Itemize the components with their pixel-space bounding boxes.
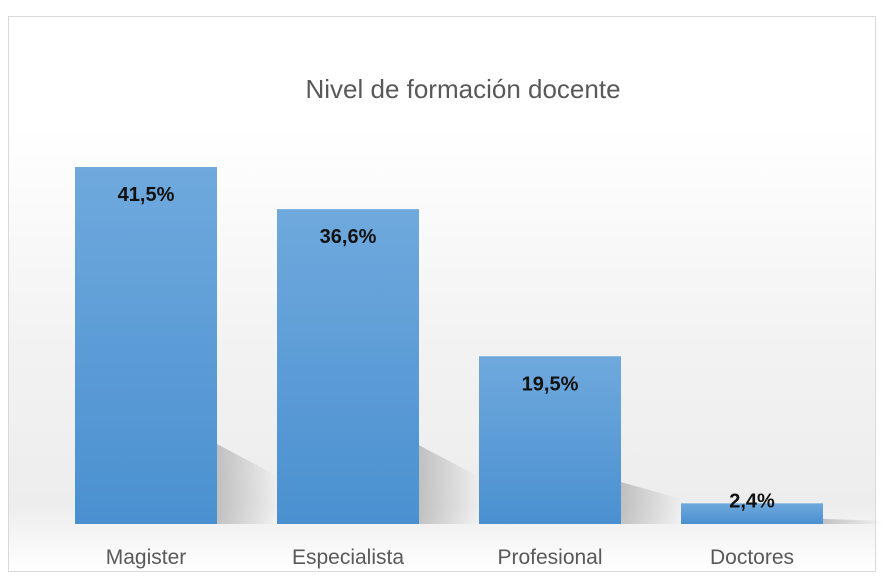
bar-doctores[interactable]	[681, 503, 823, 524]
bar-shadow	[621, 482, 681, 524]
category-label-magister: Magister	[106, 546, 187, 569]
data-label-magister: 41,5%	[118, 184, 175, 206]
data-labels: 41,5% 36,6% 19,5% 2,4%	[118, 184, 775, 512]
bar-especialista[interactable]	[277, 209, 419, 525]
bar-magister[interactable]	[75, 167, 217, 524]
bar-shadow	[823, 518, 883, 524]
data-label-doctores: 2,4%	[729, 490, 775, 512]
bars	[75, 167, 823, 525]
bar-shadows	[217, 444, 883, 524]
chart-title: Nivel de formación docente	[305, 74, 620, 104]
category-label-especialista: Especialista	[292, 546, 404, 569]
bar-shadow	[419, 445, 479, 524]
data-label-profesional: 19,5%	[522, 373, 579, 395]
bar-profesional[interactable]	[479, 356, 621, 524]
category-label-profesional: Profesional	[497, 546, 602, 569]
category-labels: Magister Especialista Profesional Doctores	[106, 546, 794, 569]
bar-shadow	[217, 444, 277, 524]
category-label-doctores: Doctores	[710, 546, 794, 569]
data-label-especialista: 36,6%	[320, 226, 377, 248]
